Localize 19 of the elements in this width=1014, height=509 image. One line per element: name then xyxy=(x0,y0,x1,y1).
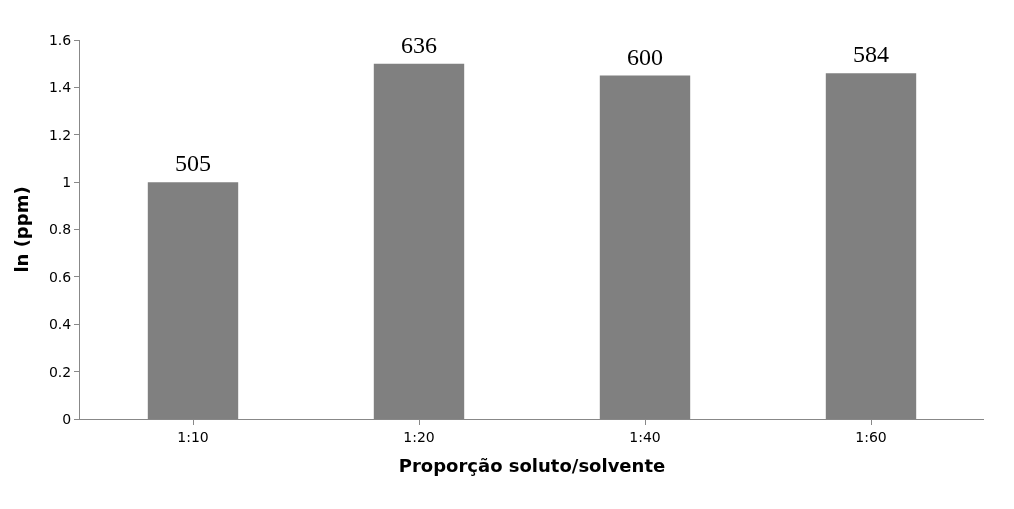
annotation: 600 xyxy=(627,44,663,70)
y-tick-label: 0 xyxy=(62,410,72,427)
x-tick-label: 1:10 xyxy=(177,428,209,445)
y-tick-label: 1.2 xyxy=(48,126,72,143)
y-tick-label: 1 xyxy=(62,174,72,191)
y-tick-label: 0.2 xyxy=(48,363,72,380)
x-tick-label: 1:20 xyxy=(403,428,435,445)
annotation: 636 xyxy=(401,32,437,58)
x-axis-title: Proporção soluto/solvente xyxy=(398,454,666,476)
y-tick-label: 1.6 xyxy=(48,31,72,48)
y-tick-label: 0.8 xyxy=(48,221,72,238)
x-tick-label: 1:60 xyxy=(855,428,887,445)
annotation: 505 xyxy=(175,150,211,176)
x-tick-label: 1:40 xyxy=(629,428,661,445)
y-tick-label: 1.4 xyxy=(48,79,72,96)
y-axis-title: ln (ppm) xyxy=(11,186,33,273)
annotation: 584 xyxy=(853,41,889,67)
y-tick-label: 0.6 xyxy=(48,268,72,285)
y-tick-label: 0.4 xyxy=(48,316,72,333)
